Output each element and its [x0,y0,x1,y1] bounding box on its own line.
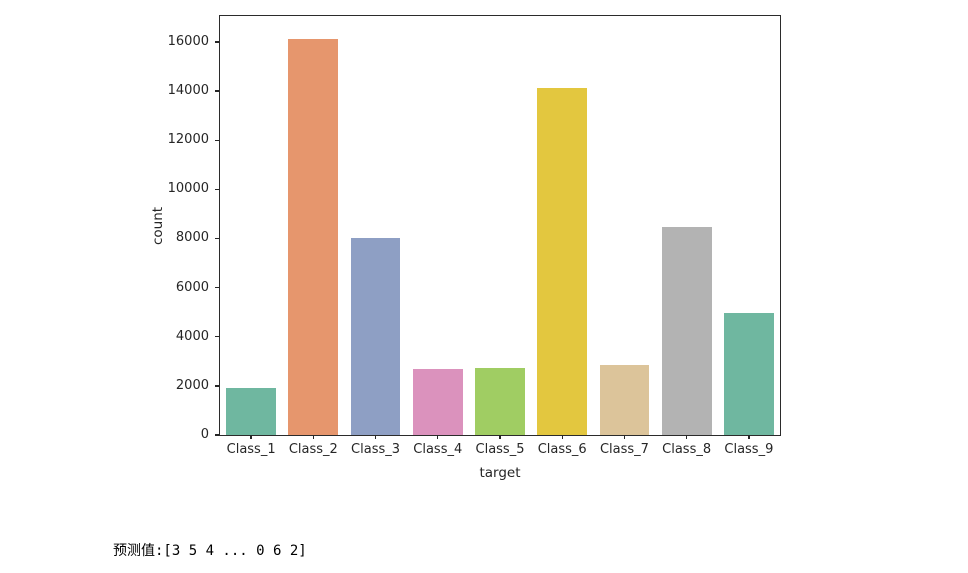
bar-class_7 [599,365,650,435]
y-axis-tick-label: 8000 [175,230,209,246]
bars-layer [220,16,780,435]
y-axis-tick [215,286,219,289]
ticks-layer: Class_1 Class_2 Class_3 Class_4 Class_5 Class… [168,16,780,457]
x-axis-tick [623,435,626,439]
y-axis-tick-label: 6000 [175,279,209,295]
x-axis-tick [499,435,501,439]
y-axis-label: count [150,206,166,245]
x-axis-tick-label: Class_9 [724,442,774,457]
x-axis-tick-label: Class_3 [351,442,401,457]
bar-class_9 [724,313,774,435]
bar-class_1 [226,387,276,435]
plot-area: Class_1 Class_2 Class_3 Class_4 Class_5 Class… [150,15,781,481]
x-axis-label: target [479,465,521,481]
y-axis-tick-label: 0 [200,427,209,442]
y-axis-tick-label: 2000 [175,377,209,393]
y-axis-tick-label: 12000 [167,132,209,148]
y-axis-tick-label: 10000 [167,181,209,197]
y-axis-tick [215,385,219,387]
y-axis-tick [215,139,219,141]
x-axis-tick-label: Class_6 [537,442,587,457]
bar-class_3 [350,238,401,435]
y-axis-tick [215,41,219,43]
y-axis-tick [215,90,219,92]
y-axis-tick [215,434,219,436]
x-axis-tick [250,435,252,439]
prediction-line: 预测值:[3 5 4 ... 0 6 2] [113,543,307,559]
x-axis-tick-label: Class_5 [475,442,525,457]
console-output: 预测值:[3 5 4 ... 0 6 2] 评分：0.7860639216815… [113,501,349,573]
x-axis-tick [374,435,377,439]
y-axis-tick [215,336,219,338]
x-axis-tick-label: Class_4 [413,442,463,457]
bar-class_2 [288,39,339,435]
x-axis-tick-label: Class_1 [226,442,276,457]
bar-class_5 [475,367,525,435]
x-axis-tick [686,435,688,439]
x-axis-tick [561,435,563,439]
y-axis-tick-label: 16000 [167,33,209,49]
y-axis-tick [215,188,219,190]
x-axis-tick [748,435,750,439]
x-axis-tick [437,435,439,439]
x-axis-tick-label: Class_7 [599,442,649,457]
x-axis-tick-label: Class_2 [288,442,338,457]
y-axis-tick-label: 4000 [175,328,209,344]
y-axis-tick-label: 14000 [167,83,209,99]
bar-class_6 [537,87,588,435]
x-axis-tick-label: Class_8 [662,442,712,457]
y-axis-tick [215,237,219,240]
bar-class_8 [661,227,712,435]
x-axis-tick [312,435,314,439]
bar-class_4 [412,368,463,435]
